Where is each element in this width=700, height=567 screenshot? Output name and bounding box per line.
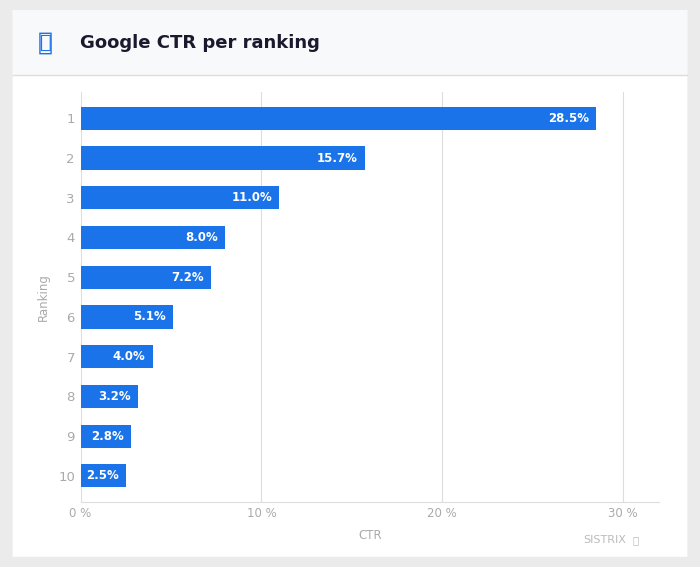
Text: 🔍: 🔍 [40, 33, 51, 52]
Bar [80, 186, 279, 209]
Text: 2.5%: 2.5% [85, 469, 118, 483]
Text: SISTRIX: SISTRIX [584, 535, 626, 545]
Bar [80, 146, 365, 170]
X-axis label: CTR: CTR [358, 528, 382, 541]
Bar [80, 425, 131, 448]
Text: ⌕: ⌕ [38, 31, 53, 55]
Bar [80, 226, 225, 249]
Bar [80, 266, 211, 289]
Text: 4.0%: 4.0% [113, 350, 146, 363]
Bar [80, 107, 596, 130]
Bar [80, 464, 126, 488]
Text: 3.2%: 3.2% [99, 390, 131, 403]
Text: 7.2%: 7.2% [171, 270, 204, 284]
Y-axis label: Ranking: Ranking [36, 273, 50, 321]
Text: 2.8%: 2.8% [91, 430, 124, 443]
Text: 🔍: 🔍 [632, 535, 638, 545]
Text: 5.1%: 5.1% [133, 311, 165, 324]
Text: 11.0%: 11.0% [232, 191, 272, 204]
Text: 28.5%: 28.5% [548, 112, 589, 125]
Text: 8.0%: 8.0% [186, 231, 218, 244]
Bar [80, 306, 173, 328]
Text: 15.7%: 15.7% [316, 151, 357, 164]
Text: Google CTR per ranking: Google CTR per ranking [80, 34, 321, 52]
Bar [80, 345, 153, 368]
Bar [80, 385, 139, 408]
